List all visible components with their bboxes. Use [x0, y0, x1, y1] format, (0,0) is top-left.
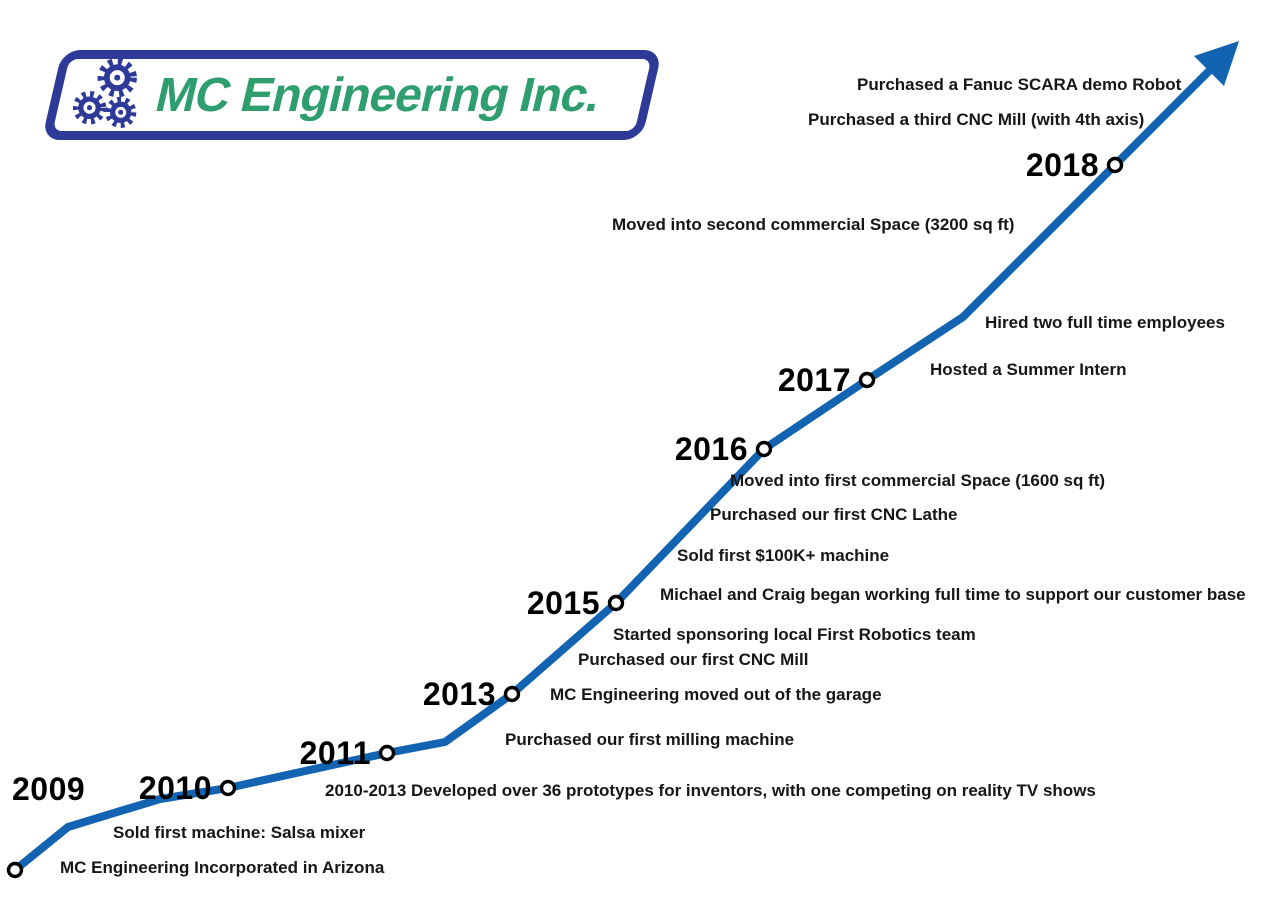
milestone-note: MC Engineering Incorporated in Arizona: [60, 858, 385, 877]
gears-icon: [72, 58, 143, 132]
milestone-dot-2015: [607, 594, 625, 612]
year-label-2010: 2010: [138, 770, 212, 806]
milestone-note: Hired two full time employees: [985, 313, 1225, 332]
year-label-2011: 2011: [299, 735, 371, 771]
year-label-2009: 2009: [12, 771, 86, 807]
milestone-note: Purchased our first milling machine: [505, 730, 795, 749]
milestone-note: 2010-2013 Developed over 36 prototypes f…: [325, 781, 1096, 800]
company-logo: MC Engineering Inc.: [41, 50, 663, 140]
timeline-line: [11, 64, 1216, 874]
milestone-note: MC Engineering moved out of the garage: [550, 685, 882, 704]
milestone-dot-2011: [378, 744, 396, 762]
milestone-dot-2009: [6, 861, 24, 879]
milestone-note: Purchased our first CNC Lathe: [710, 505, 958, 524]
milestone-note: Hosted a Summer Intern: [930, 360, 1127, 379]
year-label-2017: 2017: [777, 362, 851, 398]
milestone-note: Michael and Craig began working full tim…: [660, 585, 1246, 604]
milestone-dot-2018: [1106, 156, 1124, 174]
milestone-note: Purchased our first CNC Mill: [578, 650, 809, 669]
milestone-note: Moved into second commercial Space (3200…: [612, 215, 1015, 234]
milestone-note: Moved into first commercial Space (1600 …: [730, 471, 1106, 490]
milestone-dot-2017: [858, 371, 876, 389]
year-label-2013: 2013: [422, 676, 496, 712]
year-label-2016: 2016: [674, 431, 748, 467]
arrowhead-icon: [1194, 41, 1239, 86]
milestone-note: Sold first $100K+ machine: [677, 546, 890, 565]
milestone-dot-2010: [219, 779, 237, 797]
milestone-dot-2013: [503, 685, 521, 703]
milestone-note: Sold first machine: Salsa mixer: [113, 823, 366, 842]
milestone-note: Purchased a third CNC Mill (with 4th axi…: [808, 110, 1145, 129]
year-label-2018: 2018: [1025, 147, 1099, 183]
milestone-note: Started sponsoring local First Robotics …: [613, 625, 976, 644]
milestone-dot-2016: [755, 440, 773, 458]
milestone-note: Purchased a Fanuc SCARA demo Robot: [857, 75, 1182, 94]
year-label-2015: 2015: [526, 585, 600, 621]
